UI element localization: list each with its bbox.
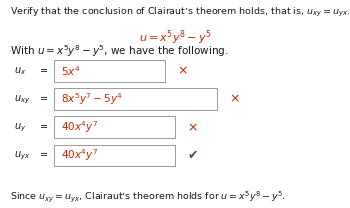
Text: $40x^4y^7$: $40x^4y^7$	[61, 120, 98, 135]
Text: $u_{yx}$: $u_{yx}$	[14, 149, 30, 162]
Text: ✔: ✔	[187, 149, 198, 162]
Text: =: =	[40, 150, 48, 161]
Text: =: =	[40, 122, 48, 132]
FancyBboxPatch shape	[54, 145, 175, 166]
Text: Since $u_{xy} = u_{yx}$, Clairaut’s theorem holds for $u = x^5y^8 - y^5$.: Since $u_{xy} = u_{yx}$, Clairaut’s theo…	[10, 189, 286, 204]
FancyBboxPatch shape	[54, 60, 164, 82]
Text: $5x^4$: $5x^4$	[61, 64, 80, 78]
Text: $u = x^5y^8 - y^5$: $u = x^5y^8 - y^5$	[139, 28, 211, 47]
Text: $\times$: $\times$	[229, 93, 240, 106]
Text: $\times$: $\times$	[177, 65, 188, 78]
Text: $8x^5y^7 - 5y^4$: $8x^5y^7 - 5y^4$	[61, 92, 122, 107]
Text: $u_x$: $u_x$	[14, 65, 26, 77]
FancyBboxPatch shape	[54, 116, 175, 138]
Text: $40x^4y^7$: $40x^4y^7$	[61, 148, 98, 163]
Text: $\times$: $\times$	[187, 121, 198, 134]
Text: =: =	[40, 94, 48, 104]
Text: Verify that the conclusion of Clairaut’s theorem holds, that is, $u_{xy} = u_{yx: Verify that the conclusion of Clairaut’s…	[10, 6, 350, 19]
Text: $u_y$: $u_y$	[14, 121, 26, 134]
Text: $u_{xy}$: $u_{xy}$	[14, 93, 30, 105]
Text: With $u = x^5y^8 - y^5$, we have the following.: With $u = x^5y^8 - y^5$, we have the fol…	[10, 44, 229, 59]
Text: =: =	[40, 66, 48, 76]
FancyBboxPatch shape	[54, 88, 217, 110]
